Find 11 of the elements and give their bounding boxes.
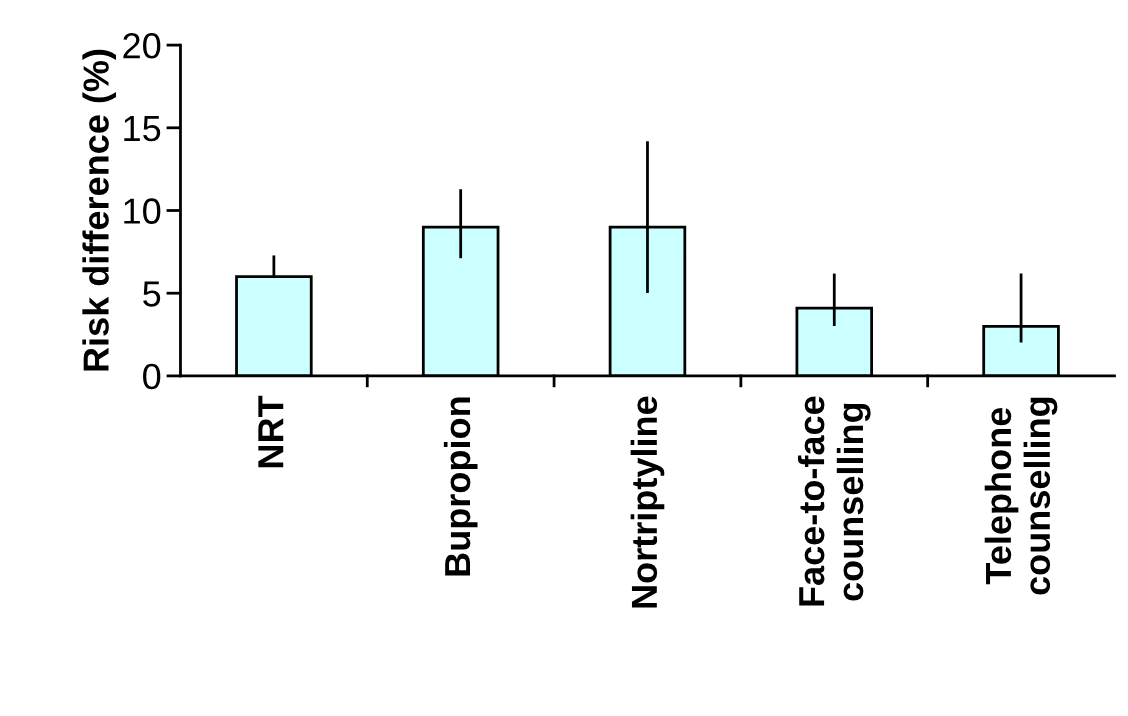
- y-tick-label: 20: [123, 32, 161, 59]
- x-tick-label: Bupropion: [443, 397, 478, 576]
- x-tick-label: Telephone counselling: [984, 397, 1058, 595]
- y-tick-label: 10: [124, 198, 161, 224]
- y-axis-title: Risk difference (%): [82, 49, 117, 371]
- y-tick-label: 5: [143, 281, 161, 307]
- x-tick-label: NRT: [258, 395, 284, 468]
- x-tick-label: Nortriptyline: [630, 396, 665, 608]
- x-tick-label: Face-to-face counselling: [797, 396, 871, 606]
- y-tick-label: 0: [143, 363, 161, 390]
- y-tick-label: 15: [124, 116, 161, 142]
